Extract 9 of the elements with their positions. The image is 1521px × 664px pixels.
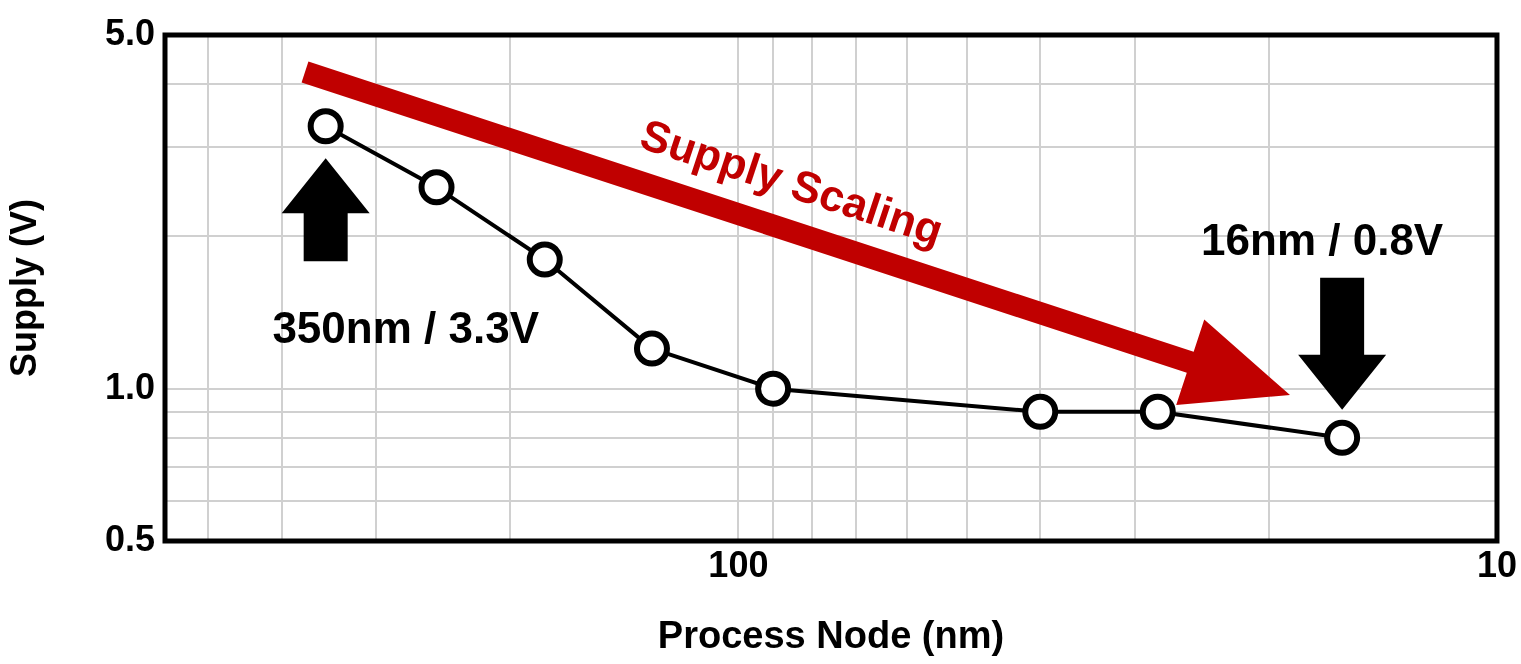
y-tick-label: 1.0 — [104, 365, 155, 407]
y-tick-label: 5.0 — [104, 11, 155, 53]
x-tick-label: 10 — [1476, 543, 1517, 585]
x-axis-title: Process Node (nm) — [657, 613, 1005, 656]
annotation: 350nm / 3.3V — [272, 303, 540, 353]
y-axis-title: Supply (V) — [2, 199, 44, 377]
x-tick-label: 100 — [708, 543, 769, 585]
annotation: 16nm / 0.8V — [1201, 214, 1444, 264]
y-tick-label: 0.5 — [104, 517, 155, 559]
